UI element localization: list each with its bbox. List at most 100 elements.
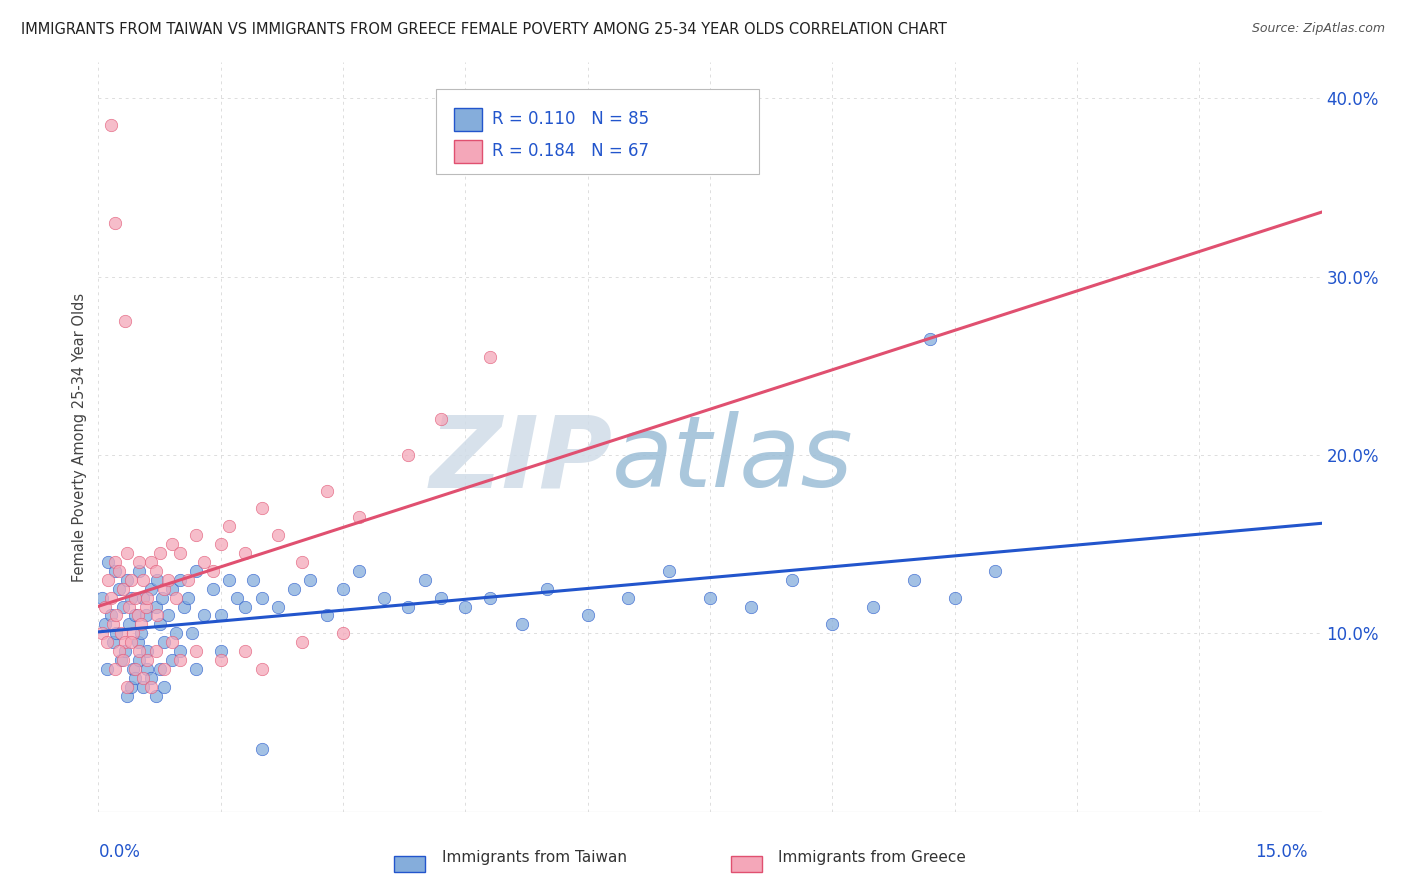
Point: [349, 510, 371, 524]
Point: [135, 608, 157, 623]
Point: [169, 573, 191, 587]
Point: [267, 599, 290, 614]
Point: [233, 599, 256, 614]
Point: [114, 314, 136, 328]
Point: [267, 528, 290, 542]
Point: [129, 626, 152, 640]
Point: [124, 591, 146, 605]
Point: [101, 617, 124, 632]
Point: [160, 582, 183, 596]
Point: [165, 626, 187, 640]
Point: [145, 644, 167, 658]
Point: [430, 591, 453, 605]
Point: [209, 644, 232, 658]
Point: [226, 591, 249, 605]
Point: [120, 573, 142, 587]
Point: [152, 662, 174, 676]
Point: [160, 537, 183, 551]
Point: [136, 591, 159, 605]
Point: [121, 662, 143, 676]
Point: [105, 608, 128, 623]
Point: [152, 582, 174, 596]
Point: [821, 617, 844, 632]
Point: [91, 626, 114, 640]
Point: [862, 599, 884, 614]
Point: [129, 617, 152, 632]
Point: [169, 546, 191, 560]
Point: [121, 626, 143, 640]
Point: [576, 608, 599, 623]
Text: Immigrants from Greece: Immigrants from Greece: [778, 850, 966, 865]
Point: [156, 608, 179, 623]
Point: [149, 617, 172, 632]
Point: [97, 573, 120, 587]
Point: [115, 546, 138, 560]
Point: [108, 644, 131, 658]
Point: [114, 635, 136, 649]
Point: [920, 332, 942, 346]
Point: [97, 555, 120, 569]
Point: [186, 662, 208, 676]
Point: [193, 555, 215, 569]
Point: [150, 591, 173, 605]
Point: [115, 680, 138, 694]
Point: [115, 573, 138, 587]
Point: [101, 635, 124, 649]
Point: [373, 591, 395, 605]
Point: [118, 599, 141, 614]
Point: [136, 662, 159, 676]
Point: [512, 617, 534, 632]
Point: [104, 662, 127, 676]
Point: [145, 564, 167, 578]
Point: [100, 591, 122, 605]
Point: [186, 644, 208, 658]
Point: [108, 564, 131, 578]
Point: [111, 582, 134, 596]
Point: [283, 582, 305, 596]
Text: Source: ZipAtlas.com: Source: ZipAtlas.com: [1251, 22, 1385, 36]
Text: 15.0%: 15.0%: [1256, 843, 1308, 861]
Text: 0.0%: 0.0%: [98, 843, 141, 861]
Point: [396, 448, 419, 462]
Point: [111, 599, 134, 614]
Point: [169, 644, 191, 658]
Point: [169, 653, 191, 667]
Point: [120, 635, 142, 649]
Point: [332, 626, 354, 640]
Point: [218, 573, 240, 587]
Point: [152, 680, 174, 694]
Point: [201, 564, 224, 578]
Point: [177, 591, 200, 605]
Point: [118, 617, 141, 632]
Point: [780, 573, 803, 587]
Point: [110, 653, 132, 667]
Point: [149, 546, 172, 560]
Point: [128, 653, 150, 667]
Text: R = 0.110   N = 85: R = 0.110 N = 85: [492, 110, 650, 128]
Point: [105, 626, 128, 640]
Point: [181, 626, 204, 640]
Point: [177, 573, 200, 587]
Point: [146, 608, 169, 623]
Point: [96, 662, 118, 676]
Point: [145, 599, 167, 614]
Point: [218, 519, 240, 533]
Point: [396, 599, 419, 614]
Point: [160, 653, 183, 667]
Point: [145, 689, 167, 703]
Point: [250, 742, 273, 756]
Point: [413, 573, 436, 587]
Point: [120, 591, 142, 605]
Point: [104, 555, 127, 569]
Point: [658, 564, 681, 578]
Point: [299, 573, 322, 587]
Point: [149, 662, 172, 676]
Point: [943, 591, 966, 605]
Point: [120, 680, 142, 694]
Point: [430, 412, 453, 426]
Point: [186, 528, 208, 542]
Text: atlas: atlas: [612, 411, 853, 508]
Point: [108, 582, 131, 596]
Point: [617, 591, 640, 605]
Point: [201, 582, 224, 596]
